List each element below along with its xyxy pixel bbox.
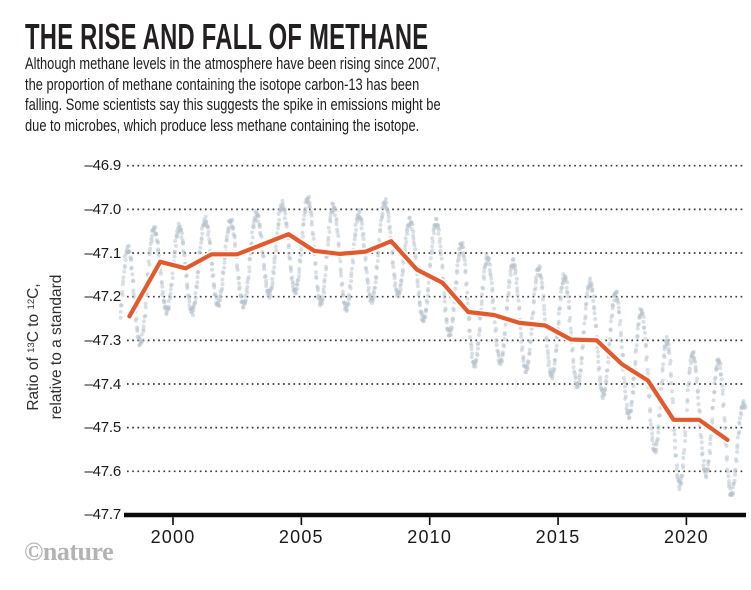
y-tick-label: –47.2: [84, 288, 121, 306]
x-tick-label: 2000: [150, 527, 196, 547]
description-line: the proportion of methane containing the…: [25, 75, 420, 94]
y-tick-label: –47.5: [84, 419, 121, 437]
description-line: falling. Some scientists say this sugges…: [25, 96, 441, 115]
page-title: THE RISE AND FALL OF METHANE: [25, 16, 429, 57]
y-axis-title-line: Ratio of 13C to 12C,: [25, 283, 42, 411]
y-tick-label: –46.9: [84, 157, 121, 175]
y-tick-label: –47.3: [84, 331, 121, 349]
y-tick-label: –47.7: [84, 506, 121, 524]
gridlines-group: [127, 164, 745, 473]
y-tick-label: –47.6: [84, 462, 121, 480]
chart-description: Although methane levels in the atmospher…: [25, 54, 441, 137]
trend-line: [127, 232, 730, 442]
scatter-points-group: [118, 194, 748, 498]
y-tick-label: –47.0: [84, 200, 121, 218]
y-tick-label: –47.4: [84, 375, 121, 393]
nature-logo: ©nature: [24, 537, 114, 566]
x-axis-tick-marks: [172, 517, 688, 525]
description-line: due to microbes, which produce less meth…: [25, 117, 420, 136]
y-tick-label: –47.1: [84, 244, 121, 262]
x-tick-label: 2010: [407, 527, 453, 547]
description-line: Although methane levels in the atmospher…: [25, 55, 440, 73]
x-tick-label: 2015: [535, 527, 581, 547]
x-tick-label: 2005: [278, 527, 324, 547]
x-tick-label: 2020: [663, 527, 709, 547]
